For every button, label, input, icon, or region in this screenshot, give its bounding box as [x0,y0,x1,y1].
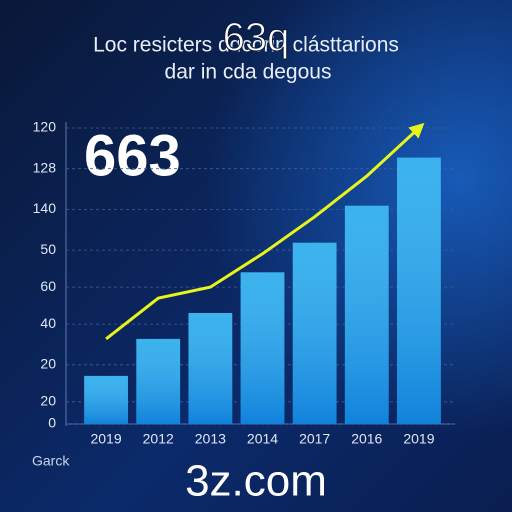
y-tick-label: 50 [40,241,56,257]
footer-label: Garck [32,453,70,469]
y-tick-label: 20 [40,393,56,409]
chart-subtitle: dar in cda degous [165,61,332,84]
bar-shade [344,205,389,424]
y-tick-label: 120 [33,119,57,135]
x-tick-label: 2014 [247,431,278,447]
bar-shade [84,375,128,424]
bar-shade [397,157,441,424]
x-tick-label: 2019 [403,431,434,447]
y-tick-label: 0 [48,415,56,431]
bar-shade [292,242,337,424]
trend-line [105,122,425,341]
x-tick-label: 2016 [351,431,382,447]
x-tick-label: 2012 [143,431,174,447]
y-tick-label: 140 [33,200,57,216]
big-number: 663 [84,123,181,188]
y-tick-label: 128 [33,159,57,175]
x-tick-label: 2013 [195,431,226,447]
overlay-text: 63q [223,16,290,60]
y-tick-label: 40 [40,315,56,331]
bar-shade [136,338,181,424]
x-tick-label: 2019 [90,431,121,447]
chart-title: Loc resicters dɑcorin clásttarions [93,34,399,57]
x-tick-label: 2017 [299,431,330,447]
y-tick-label: 60 [40,278,56,294]
watermark-text: 3z.com [185,457,327,506]
bar-shade [188,313,233,424]
bar-shade [240,272,285,424]
y-tick-label: 20 [40,356,56,372]
